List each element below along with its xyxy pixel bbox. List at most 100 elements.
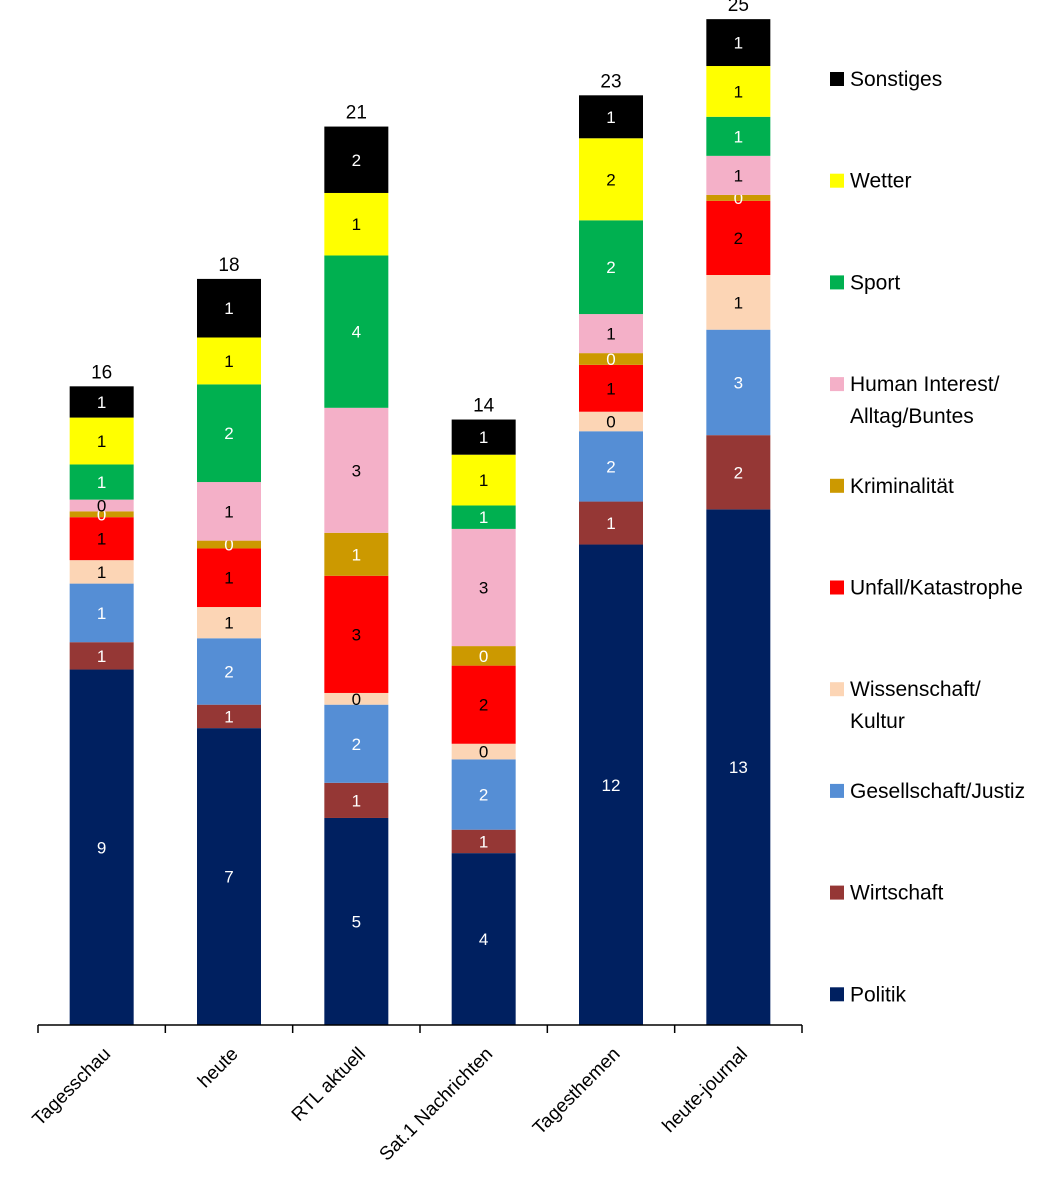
segment-value-label: 3: [352, 461, 361, 480]
segment-value-label: 0: [606, 350, 615, 369]
bar-segment: [324, 782, 389, 818]
segment-value-label: 1: [224, 569, 233, 588]
bar-segment: [706, 116, 771, 156]
segment-value-label: 1: [734, 293, 743, 312]
bar-segment: [324, 532, 389, 576]
bar-segment: [451, 646, 516, 666]
segment-value-label: 5: [352, 912, 361, 931]
legend-swatch: [830, 72, 844, 86]
bar-segment: [197, 482, 261, 541]
bar-segment: [579, 544, 643, 1025]
segment-value-label: 1: [97, 647, 106, 666]
bar-segment: [579, 411, 643, 432]
segment-value-label: 2: [734, 463, 743, 482]
bar-segment: [197, 548, 261, 608]
segment-value-label: 2: [224, 662, 233, 681]
bars-layer: 9111100111712110121151203134124120203111…: [69, 19, 771, 1025]
bar-segment: [324, 817, 389, 1025]
segment-value-label: 2: [734, 229, 743, 248]
bar-segment: [579, 220, 643, 315]
segment-value-label: 1: [224, 299, 233, 318]
category-label: heute-journal: [659, 1044, 752, 1137]
bar-segment: [451, 829, 516, 854]
segment-value-label: 1: [734, 34, 743, 53]
bar-segment: [706, 329, 771, 436]
bar-segment: [324, 575, 389, 693]
bar-segment: [324, 407, 389, 533]
bar-segment: [69, 560, 134, 584]
bar-segment: [197, 607, 261, 639]
segment-value-label: 12: [602, 776, 621, 795]
segment-value-label: 3: [734, 373, 743, 392]
bar-segment: [706, 194, 771, 201]
segment-value-label: 1: [606, 325, 615, 344]
segment-value-label: 1: [734, 82, 743, 101]
segment-value-label: 1: [606, 379, 615, 398]
bar-segment: [324, 126, 389, 193]
segment-value-label: 1: [352, 215, 361, 234]
bar-segment: [69, 669, 134, 1025]
segment-value-label: 0: [606, 412, 615, 431]
bar-segment: [324, 704, 389, 783]
legend-swatch: [830, 173, 844, 188]
bar-segment: [451, 505, 516, 529]
bar-segment: [197, 638, 261, 705]
bar-segment: [451, 853, 516, 1025]
bar-segment: [69, 464, 134, 500]
segment-value-label: 1: [606, 514, 615, 533]
legend-swatch: [830, 580, 844, 595]
segment-value-label: 2: [606, 258, 615, 277]
bar-segment: [706, 66, 771, 117]
bar-segment: [197, 728, 261, 1025]
legend-swatch: [830, 478, 844, 493]
segment-value-label: 1: [97, 393, 106, 412]
bar-segment: [451, 759, 516, 830]
category-label: Tagesschau: [29, 1044, 116, 1131]
bar-segment: [324, 692, 389, 705]
segment-value-label: 0: [352, 690, 361, 709]
bar-segment: [451, 528, 516, 647]
segment-value-label: 1: [224, 502, 233, 521]
bar-segment: [706, 509, 771, 1025]
legend-swatch: [830, 682, 844, 697]
bar-segment: [706, 155, 771, 195]
bar-segment: [69, 417, 134, 465]
segment-value-label: 2: [352, 735, 361, 754]
segment-value-label: 1: [479, 428, 488, 447]
bar-segment: [324, 255, 389, 408]
segment-value-label: 0: [97, 496, 106, 515]
segment-value-label: 2: [224, 424, 233, 443]
segment-value-label: 2: [606, 457, 615, 476]
bar-segment: [579, 314, 643, 354]
legend-label: Politik: [850, 983, 907, 1006]
legend-swatch: [830, 987, 844, 1002]
bar-segment: [451, 419, 516, 455]
legend-label: Wissenschaft/: [850, 678, 981, 701]
bar-segment: [69, 583, 134, 643]
segment-value-label: 0: [734, 189, 743, 208]
bar-segment: [69, 511, 134, 518]
segment-value-label: 1: [352, 791, 361, 810]
bar-segment: [451, 665, 516, 744]
bar-segment: [197, 540, 261, 549]
segment-value-label: 1: [97, 530, 106, 549]
legend-label: Gesellschaft/Justiz: [850, 780, 1025, 803]
bar-segment: [451, 454, 516, 506]
legend-label: Unfall/Katastrophe: [850, 577, 1023, 600]
segment-value-label: 4: [352, 323, 361, 342]
legend-label: Kriminalität: [850, 475, 954, 498]
segment-value-label: 1: [352, 545, 361, 564]
bar-segment: [579, 501, 643, 545]
legend-label: Sonstiges: [850, 68, 942, 91]
category-label: RTL aktuell: [288, 1044, 370, 1126]
legend-label: Wetter: [850, 170, 911, 193]
category-label: heute: [194, 1044, 242, 1092]
segment-value-label: 3: [479, 579, 488, 598]
total-value-label: 18: [218, 255, 239, 276]
bar-segment: [69, 499, 134, 512]
segment-value-label: 1: [479, 508, 488, 527]
legend: Sonstiges Wetter Sport Human Interest/Allta…: [830, 68, 1025, 1006]
segment-value-label: 2: [352, 151, 361, 170]
